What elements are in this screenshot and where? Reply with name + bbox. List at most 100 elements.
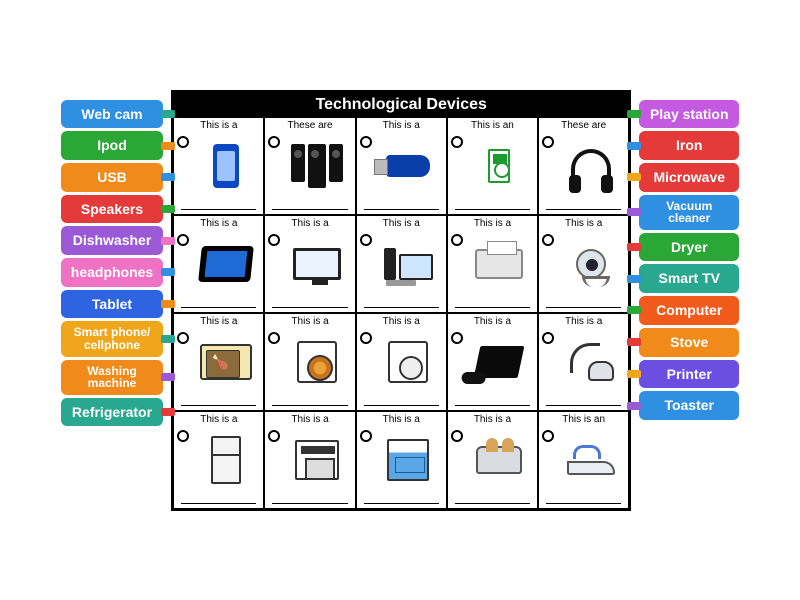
drop-target-dot[interactable] <box>451 332 463 344</box>
drop-target-dot[interactable] <box>177 234 189 246</box>
cell-header: This is a <box>268 316 351 328</box>
icon-slot <box>556 428 625 492</box>
drop-target-dot[interactable] <box>542 430 554 442</box>
label-chip-ipod[interactable]: Ipod <box>61 131 163 160</box>
cell-body <box>360 232 443 296</box>
answer-blank[interactable] <box>272 494 347 504</box>
label-chip-refrigerator[interactable]: Refrigerator <box>61 398 163 427</box>
label-chip-smart-tv[interactable]: Smart TV <box>639 264 739 293</box>
answer-blank[interactable] <box>181 494 256 504</box>
cell-header: These are <box>542 120 625 132</box>
label-chip-headphones[interactable]: headphones <box>61 258 163 287</box>
answer-blank[interactable] <box>546 396 621 406</box>
drop-target-dot[interactable] <box>360 234 372 246</box>
cell-header: This is a <box>451 316 534 328</box>
chip-peg <box>627 306 641 314</box>
answer-blank[interactable] <box>181 396 256 406</box>
answer-blank[interactable] <box>455 494 530 504</box>
answer-blank[interactable] <box>364 396 439 406</box>
drop-target-dot[interactable] <box>542 234 554 246</box>
chip-peg <box>627 338 641 346</box>
drop-target-dot[interactable] <box>268 332 280 344</box>
answer-blank[interactable] <box>364 298 439 308</box>
label-chip-vacuum-cleaner[interactable]: Vacuum cleaner <box>639 195 739 230</box>
label-chip-printer[interactable]: Printer <box>639 360 739 389</box>
label-chip-tablet[interactable]: Tablet <box>61 290 163 319</box>
grid-cell: This is a <box>448 216 539 314</box>
drop-target-dot[interactable] <box>177 430 189 442</box>
cell-body <box>268 428 351 492</box>
cell-header: This is a <box>268 414 351 426</box>
icon-slot <box>374 134 443 198</box>
drop-target-dot[interactable] <box>360 430 372 442</box>
drop-target-dot[interactable] <box>360 332 372 344</box>
drop-target-dot[interactable] <box>177 136 189 148</box>
label-chip-speakers[interactable]: Speakers <box>61 195 163 224</box>
label-chip-washing-machine[interactable]: Washing machine <box>61 360 163 395</box>
answer-blank[interactable] <box>455 200 530 210</box>
answer-blank[interactable] <box>181 298 256 308</box>
drop-target-dot[interactable] <box>451 430 463 442</box>
board: Technological Devices This is aThese are… <box>171 90 631 511</box>
cell-header: This is a <box>177 316 260 328</box>
label-chip-play-station[interactable]: Play station <box>639 100 739 129</box>
drop-target-dot[interactable] <box>542 136 554 148</box>
answer-blank[interactable] <box>455 396 530 406</box>
label-chip-microwave[interactable]: Microwave <box>639 163 739 192</box>
answer-blank[interactable] <box>364 494 439 504</box>
cell-body <box>177 232 260 296</box>
grid-cell: This is a <box>265 216 356 314</box>
drop-target-dot[interactable] <box>268 136 280 148</box>
grid-cell: This is a <box>174 118 265 216</box>
drop-target-dot[interactable] <box>360 136 372 148</box>
answer-blank[interactable] <box>546 494 621 504</box>
answer-blank[interactable] <box>364 200 439 210</box>
label-chip-computer[interactable]: Computer <box>639 296 739 325</box>
cell-body <box>360 330 443 394</box>
cell-header: These are <box>268 120 351 132</box>
phone-icon <box>213 144 239 188</box>
chip-peg <box>161 408 175 416</box>
grid-cell: This is a <box>357 216 448 314</box>
chip-peg <box>161 237 175 245</box>
label-chip-iron[interactable]: Iron <box>639 131 739 160</box>
icon-slot <box>282 134 351 198</box>
label-chip-smart-phone-cellphone[interactable]: Smart phone/ cellphone <box>61 321 163 356</box>
answer-blank[interactable] <box>272 298 347 308</box>
answer-blank[interactable] <box>272 396 347 406</box>
answer-blank[interactable] <box>272 200 347 210</box>
label-chip-toaster[interactable]: Toaster <box>639 391 739 420</box>
chip-peg <box>627 173 641 181</box>
drop-target-dot[interactable] <box>451 234 463 246</box>
chip-peg <box>161 373 175 381</box>
drop-target-dot[interactable] <box>268 430 280 442</box>
label-chip-stove[interactable]: Stove <box>639 328 739 357</box>
label-chip-usb[interactable]: USB <box>61 163 163 192</box>
answer-blank[interactable] <box>546 298 621 308</box>
cell-header: This is a <box>451 414 534 426</box>
drop-target-dot[interactable] <box>268 234 280 246</box>
cell-header: This is a <box>177 120 260 132</box>
answer-blank[interactable] <box>546 200 621 210</box>
chip-peg <box>161 268 175 276</box>
icon-slot <box>465 330 534 394</box>
spk3-icon <box>291 144 343 188</box>
hp-icon <box>571 149 611 183</box>
grid-cell: This is a <box>265 412 356 508</box>
label-chip-dishwasher[interactable]: Dishwasher <box>61 226 163 255</box>
label-chip-dryer[interactable]: Dryer <box>639 233 739 262</box>
label-chip-web-cam[interactable]: Web cam <box>61 100 163 129</box>
cell-body <box>542 232 625 296</box>
drop-target-dot[interactable] <box>451 136 463 148</box>
drop-target-dot[interactable] <box>177 332 189 344</box>
answer-blank[interactable] <box>181 200 256 210</box>
cell-body <box>360 134 443 198</box>
cell-body <box>451 428 534 492</box>
grid: This is aThese areThis is aThis is anThe… <box>174 118 628 508</box>
cell-header: This is a <box>451 218 534 230</box>
drop-target-dot[interactable] <box>542 332 554 344</box>
answer-blank[interactable] <box>455 298 530 308</box>
grid-cell: This is a <box>539 216 628 314</box>
chip-peg <box>627 142 641 150</box>
cell-header: This is a <box>177 414 260 426</box>
